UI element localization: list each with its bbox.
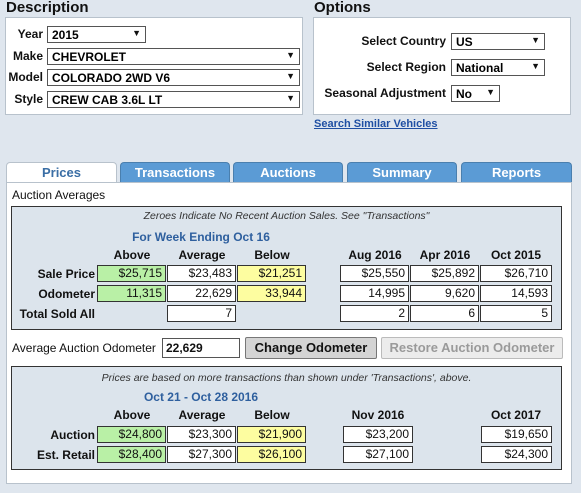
- chevron-down-icon: ▼: [286, 71, 295, 81]
- auction-above: $24,800: [97, 426, 166, 443]
- style-label: Style: [14, 92, 43, 106]
- restore-odometer-button[interactable]: Restore Auction Odometer: [381, 337, 563, 359]
- auction-oct-2017: $19,650: [481, 426, 552, 443]
- col-apr-2016: Apr 2016: [419, 248, 471, 262]
- sale-price-below: $21,251: [237, 265, 306, 282]
- sale-price-oct-2015: $26,710: [480, 265, 552, 282]
- retail-average: $27,300: [167, 446, 236, 463]
- tab-prices[interactable]: Prices: [6, 162, 117, 183]
- chevron-down-icon: ▼: [486, 87, 495, 97]
- forecast-col-nov-2016: Nov 2016: [351, 408, 405, 422]
- odometer-average: 22,629: [167, 285, 236, 302]
- auction-averages-title: Auction Averages: [12, 188, 106, 202]
- col-above: Above: [113, 248, 151, 262]
- chevron-down-icon: ▼: [286, 50, 295, 60]
- retail-nov-2016: $27,100: [343, 446, 413, 463]
- col-aug-2016: Aug 2016: [348, 248, 402, 262]
- tab-auctions[interactable]: Auctions: [233, 162, 343, 182]
- total-sold-oct-2015: 5: [480, 305, 552, 322]
- style-select[interactable]: CREW CAB 3.6L LT ▼: [47, 91, 300, 108]
- country-select[interactable]: US ▼: [451, 33, 545, 50]
- odometer-below: 33,944: [237, 285, 306, 302]
- forecast-col-below: Below: [254, 408, 290, 422]
- tab-summary[interactable]: Summary: [347, 162, 457, 182]
- total-sold-aug-2016: 2: [340, 305, 409, 322]
- make-select[interactable]: CHEVROLET ▼: [47, 48, 300, 65]
- period-header: Oct 21 - Oct 28 2016: [143, 390, 259, 404]
- auction-below: $21,900: [237, 426, 306, 443]
- odometer-input[interactable]: 22,629: [162, 338, 240, 358]
- chevron-down-icon: ▼: [531, 61, 540, 71]
- forecast-col-above: Above: [113, 408, 151, 422]
- total-sold-average: 7: [167, 305, 236, 322]
- retail-above: $28,400: [97, 446, 166, 463]
- country-value: US: [456, 35, 473, 49]
- auction-nov-2016: $23,200: [343, 426, 413, 443]
- zeroes-note: Zeroes Indicate No Recent Auction Sales.…: [143, 210, 430, 222]
- make-label: Make: [12, 49, 43, 63]
- country-label: Select Country: [361, 34, 446, 48]
- sale-price-aug-2016: $25,550: [340, 265, 409, 282]
- chevron-down-icon: ▼: [286, 93, 295, 103]
- row-label-total-sold: Total Sold All: [19, 307, 95, 321]
- year-select[interactable]: 2015 ▼: [47, 26, 146, 43]
- model-value: COLORADO 2WD V6: [52, 71, 171, 85]
- year-value: 2015: [52, 28, 79, 42]
- tab-reports[interactable]: Reports: [461, 162, 572, 182]
- seasonal-label: Seasonal Adjustment: [324, 86, 446, 100]
- average-odometer-label: Average Auction Odometer: [12, 341, 156, 355]
- tab-transactions[interactable]: Transactions: [120, 162, 230, 182]
- odometer-above: 11,315: [97, 285, 166, 302]
- sale-price-above: $25,715: [97, 265, 166, 282]
- week-header: For Week Ending Oct 16: [132, 230, 270, 244]
- transactions-note: Prices are based on more transactions th…: [101, 372, 472, 384]
- model-select[interactable]: COLORADO 2WD V6 ▼: [47, 69, 300, 86]
- search-similar-link[interactable]: Search Similar Vehicles: [314, 118, 438, 130]
- model-label: Model: [8, 70, 43, 84]
- odometer-apr-2016: 9,620: [410, 285, 479, 302]
- chevron-down-icon: ▼: [531, 35, 540, 45]
- chevron-down-icon: ▼: [132, 28, 141, 38]
- change-odometer-button[interactable]: Change Odometer: [245, 337, 377, 359]
- seasonal-select[interactable]: No ▼: [451, 85, 500, 102]
- total-sold-apr-2016: 6: [410, 305, 479, 322]
- region-label: Select Region: [366, 60, 446, 74]
- col-below: Below: [254, 248, 290, 262]
- row-label-est-retail: Est. Retail: [36, 448, 95, 462]
- odometer-oct-2015: 14,593: [480, 285, 552, 302]
- description-title: Description: [6, 0, 89, 16]
- region-select[interactable]: National ▼: [451, 59, 545, 76]
- row-label-sale-price: Sale Price: [37, 267, 95, 281]
- style-value: CREW CAB 3.6L LT: [52, 93, 163, 107]
- seasonal-value: No: [456, 87, 472, 101]
- forecast-col-oct-2017: Oct 2017: [490, 408, 542, 422]
- make-value: CHEVROLET: [52, 50, 127, 64]
- row-label-auction: Auction: [50, 428, 95, 442]
- col-average: Average: [178, 248, 226, 262]
- auction-average: $23,300: [167, 426, 236, 443]
- retail-below: $26,100: [237, 446, 306, 463]
- sale-price-apr-2016: $25,892: [410, 265, 479, 282]
- row-label-odometer: Odometer: [38, 287, 95, 301]
- options-title: Options: [314, 0, 371, 16]
- retail-oct-2017: $24,300: [481, 446, 552, 463]
- region-value: National: [456, 61, 504, 75]
- year-label: Year: [17, 27, 43, 41]
- forecast-col-average: Average: [178, 408, 226, 422]
- col-oct-2015: Oct 2015: [490, 248, 542, 262]
- odometer-aug-2016: 14,995: [340, 285, 409, 302]
- sale-price-average: $23,483: [167, 265, 236, 282]
